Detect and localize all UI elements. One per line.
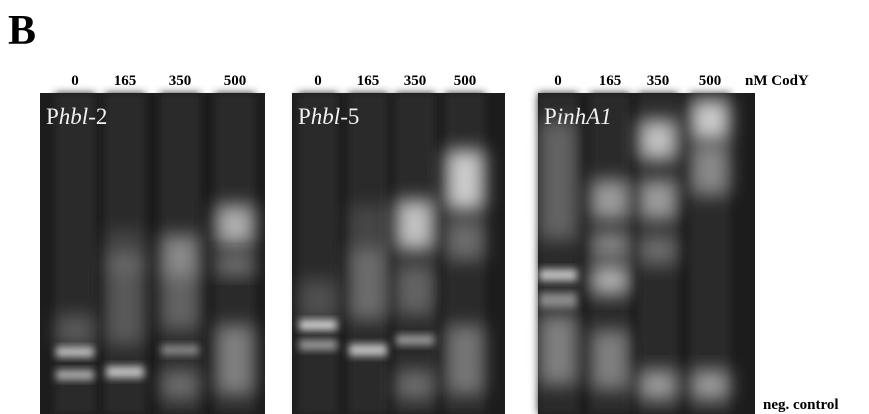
gel-name: PinhA1 <box>544 104 612 129</box>
band <box>691 370 729 400</box>
band <box>299 340 337 350</box>
lane-label: 500 <box>699 73 722 89</box>
gel: Phbl-5 <box>292 93 505 414</box>
band <box>396 200 434 250</box>
band <box>161 270 199 330</box>
gel-name-suffix: -2 <box>88 104 107 129</box>
band <box>691 100 729 140</box>
lane <box>298 93 338 414</box>
band <box>539 292 577 308</box>
gel: Phbl-2 <box>40 93 265 414</box>
lane-label: 350 <box>404 73 427 89</box>
lane-label: 165 <box>357 73 380 89</box>
band <box>591 330 629 390</box>
band <box>639 180 677 220</box>
lane-label: 350 <box>169 73 192 89</box>
band <box>161 370 199 400</box>
band <box>539 120 577 240</box>
lane-label: 350 <box>647 73 670 89</box>
band <box>106 230 144 270</box>
lane-label: 0 <box>554 73 562 89</box>
band <box>639 120 677 160</box>
gel-name-prefix: P <box>298 104 311 129</box>
lane <box>690 93 730 414</box>
band <box>446 220 484 260</box>
band <box>349 344 387 356</box>
band <box>106 366 144 378</box>
band <box>539 315 577 385</box>
lane-label: 165 <box>599 73 622 89</box>
lane-label: 500 <box>454 73 477 89</box>
band <box>591 265 629 295</box>
lane-label: 0 <box>71 73 79 89</box>
band <box>349 205 387 255</box>
band <box>591 180 629 220</box>
band <box>216 325 254 395</box>
gel-name: Phbl-2 <box>46 104 107 129</box>
gel: PinhA1 <box>538 93 755 414</box>
band <box>161 235 199 275</box>
lane-label: 165 <box>114 73 137 89</box>
unit-label: nM CodY <box>745 73 809 89</box>
band <box>691 145 729 195</box>
lane-label: 0 <box>314 73 322 89</box>
band <box>396 265 434 315</box>
band <box>299 280 337 320</box>
gel-name-prefix: P <box>544 104 557 129</box>
gel-name-suffix: -5 <box>340 104 359 129</box>
band <box>216 255 254 275</box>
band <box>396 335 434 345</box>
band <box>56 347 94 357</box>
gel-name-italic: inhA1 <box>557 104 612 129</box>
band <box>639 235 677 265</box>
band <box>639 370 677 400</box>
band <box>56 315 94 345</box>
band <box>56 370 94 380</box>
gel-name-italic: hbl <box>59 104 88 129</box>
band <box>539 269 577 281</box>
band <box>299 320 337 330</box>
gel-name-italic: hbl <box>311 104 340 129</box>
control-label: neg. control <box>763 397 839 413</box>
lane <box>395 93 435 414</box>
band <box>216 205 254 245</box>
band <box>446 150 484 210</box>
panel-label: B <box>8 8 36 54</box>
gel-name: Phbl-5 <box>298 104 359 129</box>
band <box>396 370 434 400</box>
band <box>591 232 629 258</box>
lane-label: 500 <box>224 73 247 89</box>
gel-name-prefix: P <box>46 104 59 129</box>
lane <box>55 93 95 414</box>
band <box>161 345 199 355</box>
band <box>446 325 484 395</box>
band <box>349 250 387 320</box>
